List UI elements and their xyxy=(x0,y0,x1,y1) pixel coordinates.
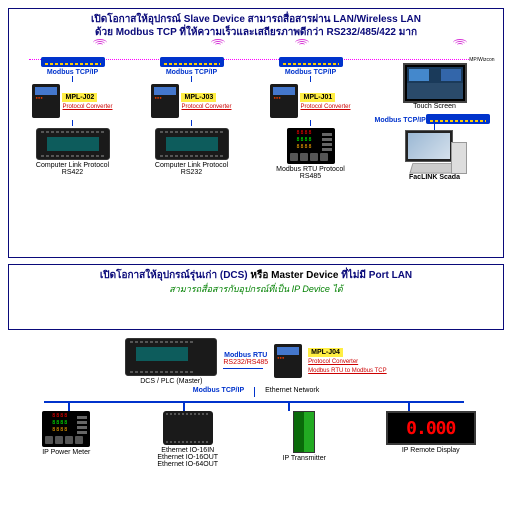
protocol-label: Computer Link Protocol RS422 xyxy=(36,162,109,176)
protocol-link: Protocol Converter xyxy=(62,104,112,110)
rs-label: RS232/RS485 xyxy=(223,359,268,366)
connector-line xyxy=(72,120,73,126)
panel-slave-devices: เปิดโอกาสให้อุปกรณ์ Slave Device สามารถส… xyxy=(8,8,504,258)
faclink-label: FacLINK Scada xyxy=(409,174,460,181)
plc-icon xyxy=(36,128,110,160)
converter-j04 xyxy=(274,342,302,380)
protocol-link: Protocol Converter xyxy=(181,104,231,110)
ethernet-label: Ethernet Network xyxy=(265,387,319,397)
protocol-label: Modbus RTU Protocol RS485 xyxy=(276,166,345,180)
connector-line xyxy=(310,120,311,126)
ip-remote-display: 0.000 IP Remote Display xyxy=(366,409,496,454)
mpl-tag: MPL-J04 xyxy=(308,348,343,357)
network-labels: Modbus TCP/IP Ethernet Network xyxy=(8,387,504,397)
dcs-master: DCS / PLC (Master) xyxy=(125,336,217,385)
protocol-label: Computer Link Protocol RS232 xyxy=(155,162,228,176)
ethernet-trunk xyxy=(8,397,504,409)
ethernet-switch-icon xyxy=(279,57,343,67)
mpl-tag: MPL-J01 xyxy=(300,93,335,102)
protocol-link: Protocol Converter xyxy=(308,359,358,365)
panel1-title: เปิดโอกาสให้อุปกรณ์ Slave Device สามารถส… xyxy=(13,13,499,26)
remote-display-icon: 0.000 xyxy=(386,411,476,445)
touchscreen-icon xyxy=(403,63,467,103)
title-text: เปิดโอกาสให้อุปกรณ์รุ่นเก่า (DCS) xyxy=(100,270,251,281)
modbus-label: Modbus TCP/IP xyxy=(166,69,217,76)
slave-label: IP Power Meter xyxy=(42,449,90,456)
title-text: หรือ Master Device xyxy=(250,270,341,281)
panel1-subtitle: ด้วย Modbus TCP ที่ให้ความเร็วและเสถียรภ… xyxy=(13,26,499,39)
scada-column: MP/Wizcon Touch Screen Modbus TCP/IP Fac… xyxy=(375,57,495,181)
modbus-label: Modbus TCP/IP xyxy=(375,117,426,124)
protocol-link2: Modbus RTU to Modbus TCP xyxy=(308,368,386,374)
protocol-converter-icon xyxy=(151,84,179,118)
tcp-label: Modbus TCP/IP xyxy=(193,387,244,397)
dcs-label: DCS / PLC (Master) xyxy=(140,378,202,385)
transmitter-icon xyxy=(293,411,315,453)
ethernet-switch-icon xyxy=(41,57,105,67)
slave-label: IP Transmitter xyxy=(283,455,326,462)
master-row: DCS / PLC (Master) Modbus RTU RS232/RS48… xyxy=(8,336,504,385)
ethernet-io: Ethernet IO-16IN Ethernet IO-16OUT Ether… xyxy=(133,409,243,468)
io-module-icon xyxy=(163,411,213,445)
device-column-1: Modbus TCP/IP MPL-J02 Protocol Converter… xyxy=(18,57,128,176)
wifi-icon xyxy=(295,39,309,49)
wifi-icon xyxy=(453,39,467,49)
mpl-tag: MPL-J02 xyxy=(62,93,97,102)
protocol-converter-icon xyxy=(32,84,60,118)
panel2-title: เปิดโอกาสให้อุปกรณ์รุ่นเก่า (DCS) หรือ M… xyxy=(13,269,499,282)
panel2-subtitle: สามารถสื่อสารกับอุปกรณ์ที่เป็น IP Device… xyxy=(13,282,499,296)
modbus-label: Modbus TCP/IP xyxy=(47,69,98,76)
rtu-label: Modbus RTU xyxy=(223,352,268,359)
touchscreen-label: Touch Screen xyxy=(413,103,456,110)
power-meter-icon: 888888888888 xyxy=(287,128,335,164)
slave-label: Ethernet IO-16IN Ethernet IO-16OUT Ether… xyxy=(157,447,218,468)
device-column-2: Modbus TCP/IP MPL-J03 Protocol Converter… xyxy=(137,57,247,176)
slave-devices-row: 888888888888 IP Power Meter Ethernet IO-… xyxy=(8,409,504,468)
plc-icon xyxy=(125,338,217,376)
pc-icon xyxy=(405,130,465,174)
wifi-icon xyxy=(211,39,225,49)
display-value: 0.000 xyxy=(406,418,455,439)
ethernet-switch-icon xyxy=(426,114,490,124)
protocol-link: Protocol Converter xyxy=(300,104,350,110)
ip-power-meter: 888888888888 IP Power Meter xyxy=(16,409,116,456)
device-column-3: Modbus TCP/IP MPL-J01 Protocol Converter… xyxy=(256,57,366,180)
wifi-icon xyxy=(93,39,107,49)
plc-icon xyxy=(155,128,229,160)
panel-master-dcs: เปิดโอกาสให้อุปกรณ์รุ่นเก่า (DCS) หรือ M… xyxy=(8,264,504,330)
connector-line xyxy=(191,120,192,126)
power-meter-icon: 888888888888 xyxy=(42,411,90,447)
ip-transmitter: IP Transmitter xyxy=(259,409,349,462)
protocol-converter-icon xyxy=(274,344,302,378)
ethernet-switch-icon xyxy=(160,57,224,67)
protocol-converter-icon xyxy=(270,84,298,118)
slave-label: IP Remote Display xyxy=(402,447,460,454)
mpl-tag: MPL-J03 xyxy=(181,93,216,102)
modbus-label: Modbus TCP/IP xyxy=(285,69,336,76)
title-text: ที่ไม่มี Port LAN xyxy=(341,270,412,281)
